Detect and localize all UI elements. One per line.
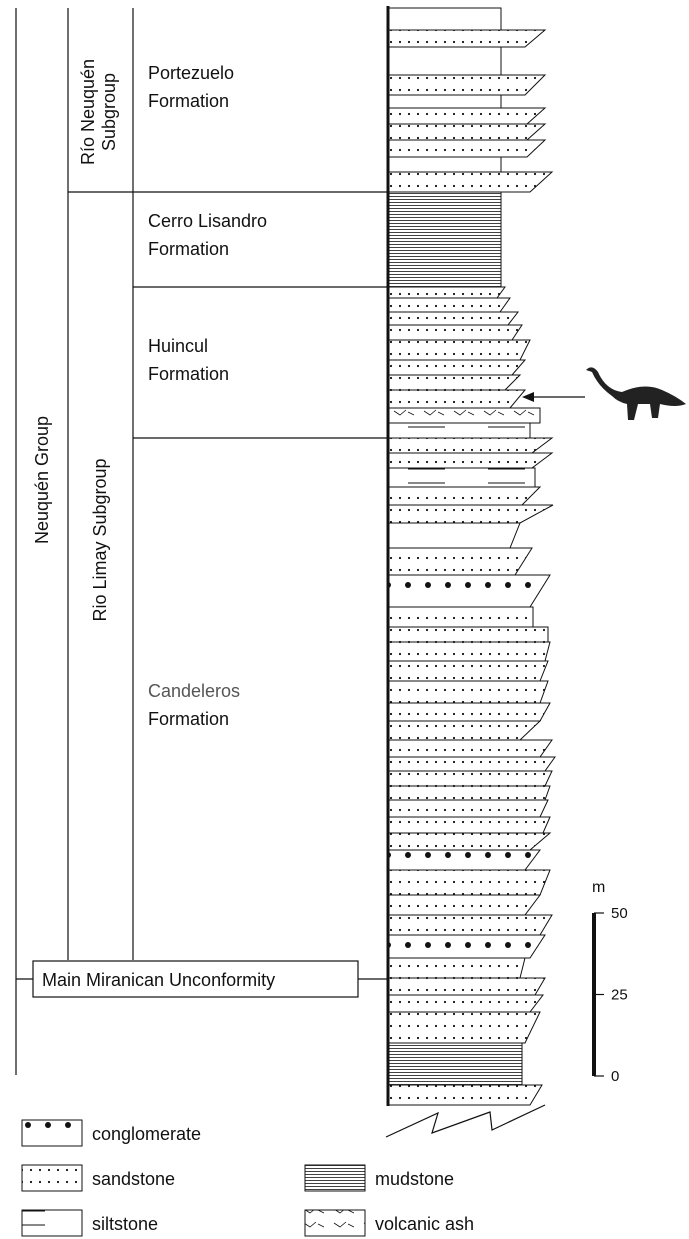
subgroup-label: Rio Limay Subgroup (90, 458, 110, 621)
bed (388, 124, 545, 140)
label-line: Formation (148, 364, 229, 384)
legend-label: volcanic ash (375, 1214, 474, 1234)
label-line: Río Neuquén (78, 59, 98, 165)
formation-label: Huincul Formation (148, 336, 229, 384)
bed (388, 995, 543, 1012)
bed (388, 800, 548, 817)
bed (388, 721, 540, 740)
bed (388, 681, 548, 703)
stratigraphic-column: Main Miranican Unconformity Neuquén Grou… (0, 0, 689, 1239)
legend-swatch (305, 1210, 365, 1236)
label-line: Portezuelo (148, 63, 234, 83)
bed (388, 850, 540, 870)
legend-swatch (305, 1165, 365, 1191)
bed (388, 740, 552, 757)
label-line: Candeleros (148, 681, 240, 701)
label-line: Formation (148, 709, 229, 729)
bed (388, 108, 545, 124)
bed (388, 523, 520, 548)
subgroup-label: Río NeuquénSubgroup (78, 59, 119, 165)
bed (388, 340, 530, 360)
legend-swatch (22, 1210, 82, 1236)
bed (388, 287, 505, 298)
bed (388, 642, 550, 661)
bed (388, 627, 548, 642)
label-line: Formation (148, 91, 229, 111)
label-line: Cerro Lisandro (148, 211, 267, 231)
legend-swatch (22, 1165, 82, 1191)
label-line: Rio Limay Subgroup (90, 458, 110, 621)
bed (388, 505, 553, 523)
bed (388, 140, 545, 157)
bed (388, 192, 501, 287)
bed (388, 423, 530, 438)
bed (388, 870, 550, 895)
legend: conglomerate sandstone mudstone siltstone vo… (22, 1120, 474, 1236)
bed (388, 817, 550, 833)
formation-label: Candeleros Formation (148, 681, 240, 729)
group-label: Neuquén Group (32, 416, 52, 544)
bed (388, 1043, 522, 1085)
bed (388, 895, 540, 915)
legend-swatch (22, 1120, 82, 1146)
bed (388, 408, 540, 423)
bed (388, 771, 552, 786)
bed (388, 487, 540, 505)
bed (388, 172, 552, 192)
bed (388, 786, 550, 800)
bed (388, 833, 550, 850)
bed (388, 607, 533, 627)
bed (388, 312, 518, 325)
label-line: Formation (148, 239, 229, 259)
bed (388, 468, 535, 487)
bed (388, 1085, 542, 1105)
formation-label: Portezuelo Formation (148, 63, 234, 111)
legend-label: siltstone (92, 1214, 158, 1234)
scale-tick-label: 0 (611, 1068, 619, 1085)
bed (388, 47, 501, 75)
bed (388, 453, 552, 468)
bed (388, 1012, 540, 1043)
bed (388, 935, 545, 958)
bed (388, 157, 501, 172)
bed (388, 575, 550, 607)
scale-unit: m (592, 879, 605, 896)
bed (388, 390, 525, 408)
dinosaur (586, 367, 686, 420)
legend-label: sandstone (92, 1169, 175, 1189)
bed (388, 548, 532, 575)
bed (388, 298, 510, 312)
unconformity-label: Main Miranican Unconformity (42, 970, 275, 990)
bed (388, 325, 522, 340)
bed (388, 360, 525, 375)
bed (388, 978, 545, 995)
legend-label: mudstone (375, 1169, 454, 1189)
scale-tick-label: 50 (611, 905, 628, 922)
label-line: Neuquén Group (32, 416, 52, 544)
label-line: Huincul (148, 336, 208, 356)
bed (388, 661, 548, 681)
scale-tick-label: 25 (611, 987, 628, 1004)
formation-label: Cerro Lisandro Formation (148, 211, 267, 259)
scale-ticks: 0 25 50 (594, 905, 628, 1085)
arrow-head (522, 392, 534, 402)
break (386, 1105, 545, 1137)
legend-label: conglomerate (92, 1124, 201, 1144)
label-line: Subgroup (99, 73, 119, 151)
bed (388, 75, 545, 95)
beds (388, 8, 555, 1105)
bed (388, 438, 552, 453)
bed (388, 8, 501, 30)
bed (388, 95, 501, 108)
bed (388, 757, 555, 771)
bed (388, 958, 525, 978)
bed (388, 703, 550, 721)
bed (388, 30, 545, 47)
bed (388, 375, 520, 390)
bed (388, 915, 552, 935)
